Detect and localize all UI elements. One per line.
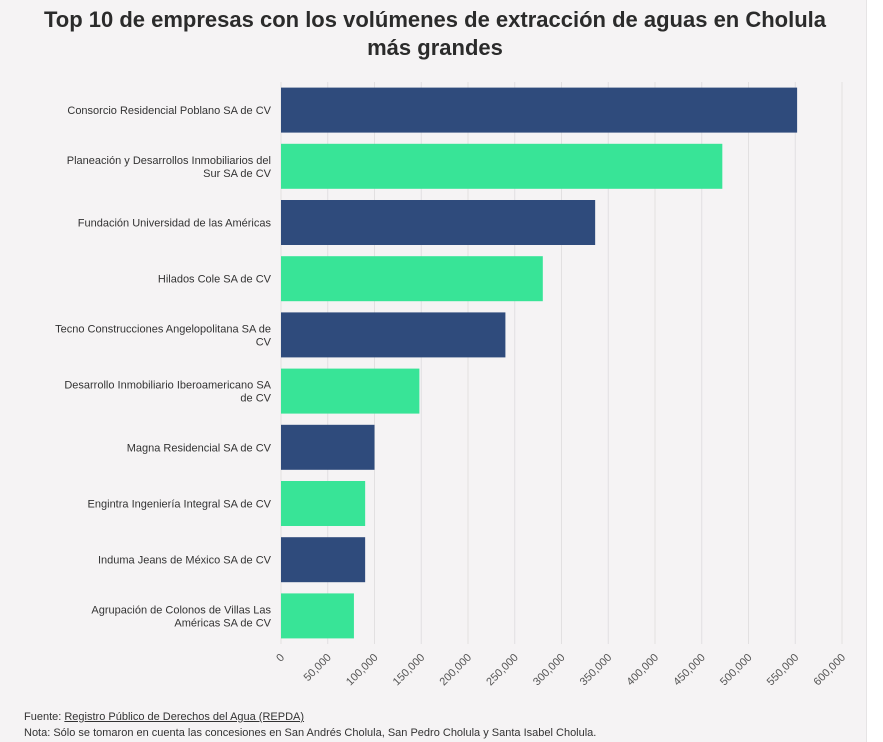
category-label: Fundación Universidad de las Américas <box>78 218 272 230</box>
category-label: Magna Residencial SA de CV <box>127 442 272 454</box>
scrollbar-gutter <box>866 0 883 742</box>
category-label: Consorcio Residencial Poblano SA de CV <box>67 105 271 117</box>
bar-chart: Consorcio Residencial Poblano SA de CV Pl… <box>55 82 848 689</box>
x-tick-label: 450,000 <box>671 652 708 689</box>
category-labels: Consorcio Residencial Poblano SA de CV Pl… <box>55 105 272 629</box>
bar[interactable] <box>281 87 798 133</box>
x-tick-label: 0 <box>274 652 287 665</box>
x-axis-ticks: 0 50,000 100,000 150,000 200,000 250,000 300,0… <box>274 652 848 689</box>
chart-title: Top 10 de empresas con los volúmenes de … <box>43 7 827 60</box>
note-line: Nota: Sólo se tomaron en cuenta las conc… <box>24 727 597 739</box>
bar[interactable] <box>281 200 596 245</box>
x-tick-label: 300,000 <box>531 652 568 689</box>
source-line: Fuente: Registro Público de Derechos del… <box>24 709 854 725</box>
bar[interactable] <box>281 481 366 526</box>
x-tick-label: 400,000 <box>625 652 662 689</box>
x-tick-label: 100,000 <box>344 652 381 689</box>
bar[interactable] <box>281 312 506 358</box>
x-tick-label: 50,000 <box>302 652 334 684</box>
x-tick-label: 600,000 <box>812 652 849 689</box>
category-label: Agrupación de Colonos de Villas Las Améri… <box>91 604 271 629</box>
bar[interactable] <box>281 256 543 302</box>
bars <box>281 87 798 639</box>
source-prefix: Fuente: <box>24 711 65 723</box>
category-label: Hilados Cole SA de CV <box>158 274 272 286</box>
category-label: Planeación y Desarrollos Inmobiliarios d… <box>67 155 272 180</box>
x-tick-label: 150,000 <box>391 652 428 689</box>
x-tick-label: 550,000 <box>765 652 802 689</box>
bar[interactable] <box>281 537 366 583</box>
bar[interactable] <box>281 143 723 189</box>
category-label: Tecno Construcciones Angelopolitana SA d… <box>55 323 272 348</box>
source-link[interactable]: Registro Público de Derechos del Agua (R… <box>64 711 305 723</box>
x-tick-label: 350,000 <box>578 652 615 689</box>
chart-footer: Fuente: Registro Público de Derechos del… <box>24 709 854 741</box>
x-tick-label: 200,000 <box>438 652 475 689</box>
x-tick-label: 250,000 <box>484 652 521 689</box>
category-label: Induma Jeans de México SA de CV <box>98 555 272 567</box>
bar[interactable] <box>281 368 420 414</box>
bar[interactable] <box>281 424 375 470</box>
bar[interactable] <box>281 593 354 639</box>
category-label: Engintra Ingeniería Integral SA de CV <box>88 499 272 511</box>
category-label: Desarrollo Inmobiliario Iberoamericano S… <box>64 380 271 405</box>
x-tick-label: 500,000 <box>718 652 755 689</box>
